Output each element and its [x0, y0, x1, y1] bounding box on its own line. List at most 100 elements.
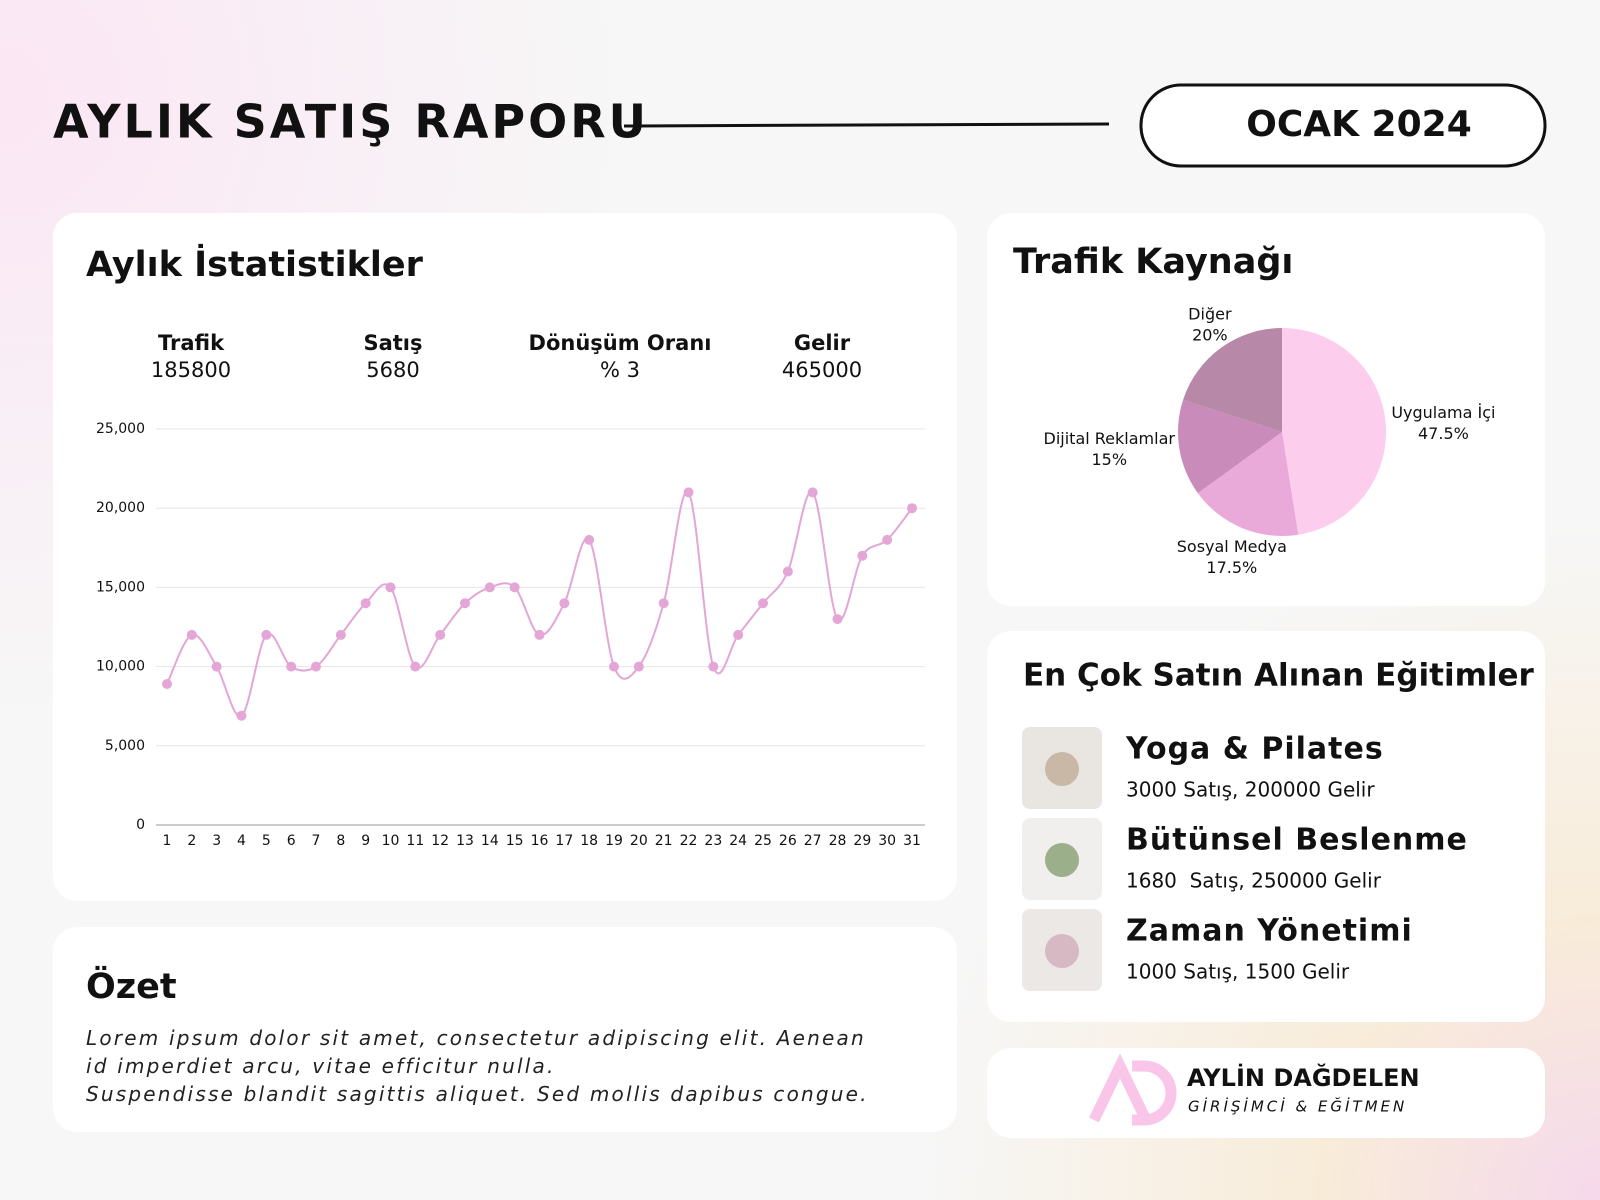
point — [460, 598, 470, 609]
x-tick-label: 14 — [481, 833, 499, 849]
point — [658, 598, 669, 609]
y-tick-label: 25,000 — [96, 421, 145, 437]
stat-label: Trafik — [158, 331, 225, 355]
x-tick-label: 6 — [287, 833, 296, 849]
pie-category: Diğer — [1188, 304, 1232, 323]
y-tick-label: 20,000 — [96, 500, 145, 516]
pie-label: Uygulama İçi 47.5% — [1391, 403, 1495, 443]
x-tick-label: 9 — [361, 833, 370, 849]
x-tick-label: 18 — [580, 833, 598, 849]
point — [236, 710, 247, 721]
y-tick-label: 10,000 — [96, 659, 145, 675]
point — [683, 487, 694, 498]
summary-title: Özet — [86, 965, 177, 1007]
point — [484, 582, 495, 593]
point — [559, 598, 570, 609]
point — [335, 629, 346, 640]
point — [857, 550, 868, 561]
period: OCAK 2024 — [1246, 104, 1472, 145]
point — [609, 661, 619, 672]
logo — [1089, 1053, 1177, 1126]
point — [584, 534, 595, 545]
point — [261, 629, 272, 640]
point — [360, 598, 371, 609]
x-tick-label: 31 — [903, 833, 921, 849]
header-rule — [623, 122, 1110, 128]
x-tick-label: 15 — [506, 833, 524, 849]
pie-slice — [1282, 328, 1387, 535]
point — [832, 614, 843, 625]
footer-panel — [987, 1048, 1545, 1138]
point — [286, 661, 297, 672]
x-tick-label: 29 — [853, 833, 871, 849]
x-tick-label: 16 — [531, 833, 549, 849]
courses-panel — [987, 631, 1545, 1022]
point — [782, 566, 793, 577]
y-tick-label: 0 — [136, 817, 145, 833]
x-tick-label: 10 — [382, 833, 400, 849]
x-tick-label: 24 — [729, 833, 747, 849]
pie-slice — [1183, 328, 1282, 432]
x-tick-label: 23 — [704, 833, 722, 849]
pie-slice — [1197, 432, 1299, 536]
pie-label: Sosyal Medya 17.5% — [1177, 537, 1287, 577]
summary-paragraph: Suspendisse blandit sagittis aliquet. Se… — [86, 1082, 869, 1106]
course-detail: 1680 Satış, 250000 Gelir — [1126, 869, 1382, 893]
point — [907, 503, 917, 514]
point — [708, 661, 719, 672]
x-tick-label: 5 — [262, 833, 271, 849]
y-tick-label: 5,000 — [105, 738, 145, 754]
x-tick-label: 2 — [187, 833, 196, 849]
course-name: Bütünsel Beslenme — [1126, 823, 1468, 858]
x-tick-label: 22 — [680, 833, 698, 849]
pie-category: Dijital Reklamlar — [1044, 429, 1176, 448]
x-tick-label: 28 — [829, 833, 847, 849]
pie-slice — [1177, 399, 1282, 494]
point — [807, 487, 818, 498]
x-tick-label: 12 — [431, 833, 449, 849]
x-tick-label: 20 — [630, 833, 648, 849]
stat-value: 185800 — [151, 358, 231, 382]
courses-title: En Çok Satın Alınan Eğitimler — [1023, 658, 1535, 694]
x-tick-label: 27 — [804, 833, 822, 849]
point — [882, 534, 893, 545]
x-tick-label: 25 — [754, 833, 772, 849]
x-tick-label: 8 — [336, 833, 345, 849]
pie-value-label: 15% — [1091, 450, 1127, 469]
summary-text: Lorem ipsum dolor sit amet, consectetur … — [86, 1024, 886, 1108]
point — [509, 582, 520, 593]
report-title: AYLIK SATIŞ RAPORU — [53, 95, 649, 149]
pie-value-label: 20% — [1192, 325, 1228, 344]
x-tick-label: 26 — [779, 833, 797, 849]
x-tick-label: 7 — [312, 833, 321, 849]
footer-name: AYLİN DAĞDELEN — [1187, 1062, 1420, 1092]
pie-category: Sosyal Medya — [1177, 537, 1287, 556]
pie-category: Uygulama İçi — [1391, 403, 1495, 422]
course-detail: 3000 Satış, 200000 Gelir — [1126, 778, 1375, 802]
point — [633, 661, 644, 672]
x-tick-label: 11 — [406, 833, 424, 849]
point — [534, 629, 545, 640]
course-image-detail — [1045, 934, 1079, 968]
x-tick-label: 17 — [555, 833, 573, 849]
x-tick-label: 4 — [237, 833, 246, 849]
stat-value: 5680 — [366, 358, 419, 382]
period-pill — [1139, 83, 1547, 168]
stat-label: Dönüşüm Oranı — [529, 331, 712, 355]
x-tick-label: 13 — [456, 833, 474, 849]
point — [162, 679, 172, 690]
summary-panel — [53, 927, 957, 1132]
point — [211, 661, 222, 672]
point — [410, 661, 421, 672]
x-tick-label: 21 — [655, 833, 673, 849]
pie-value-label: 17.5% — [1206, 558, 1257, 577]
stat-label: Satış — [363, 331, 422, 355]
x-tick-label: 1 — [163, 833, 172, 849]
point — [186, 629, 197, 640]
summary-paragraph: Lorem ipsum dolor sit amet, consectetur … — [86, 1026, 866, 1078]
point — [733, 629, 744, 640]
course-image-detail — [1045, 843, 1079, 877]
course-image-detail — [1045, 752, 1079, 786]
